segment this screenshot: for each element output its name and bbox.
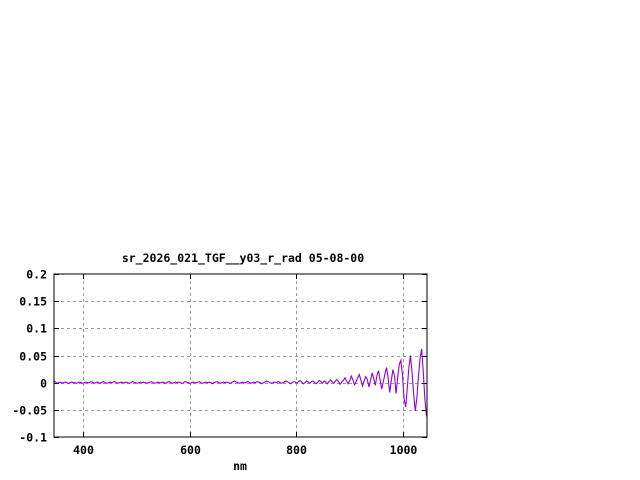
x-tick-label: 1000 (390, 443, 418, 457)
gridlines (55, 275, 426, 436)
plot-frame (53, 273, 428, 438)
y-tick-label: -0.05 (12, 404, 47, 418)
y-tick-labels: -0.1 -0.05 0 0.05 0.1 0.15 0.2 (12, 268, 47, 445)
x-tick-label: 400 (73, 443, 94, 457)
y-tick-label: 0 (40, 377, 47, 391)
y-tick-label: 0.2 (26, 268, 47, 282)
y-tick-label: 0.05 (19, 350, 47, 364)
y-tick-label: 0.1 (26, 322, 47, 336)
chart-title: sr_2026_021_TGF__y03_r_rad 05-08-00 (122, 251, 364, 266)
data-series-group (53, 348, 428, 417)
x-axis-label: nm (233, 459, 247, 473)
y-tick-label: 0.15 (19, 295, 47, 309)
x-tick-label: 600 (180, 443, 201, 457)
x-tick-label: 800 (286, 443, 307, 457)
data-line-rad (53, 348, 428, 417)
y-tick-label: -0.1 (19, 431, 47, 445)
x-tick-labels: 400 600 800 1000 (73, 443, 417, 457)
